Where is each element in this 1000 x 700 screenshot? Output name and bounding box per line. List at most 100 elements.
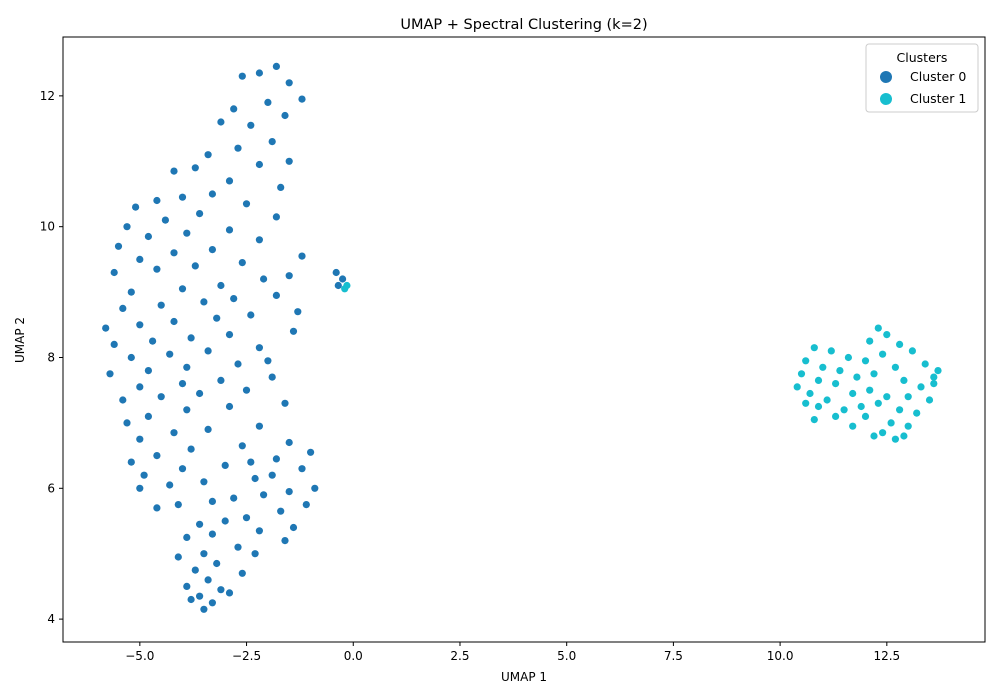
data-point — [887, 419, 895, 427]
legend-label-cluster-0: Cluster 0 — [910, 69, 966, 84]
data-point — [157, 301, 165, 309]
data-point — [896, 406, 904, 414]
data-point — [187, 334, 195, 342]
data-point — [106, 370, 114, 378]
data-point — [814, 402, 823, 411]
data-point — [119, 396, 127, 404]
data-point — [178, 285, 187, 293]
data-point — [230, 494, 238, 502]
data-point — [166, 350, 174, 358]
data-point — [123, 223, 131, 231]
data-point — [819, 363, 827, 371]
plot-area — [62, 36, 986, 643]
data-point — [196, 520, 204, 528]
data-point — [234, 543, 242, 551]
x-tick-label: 10.0 — [767, 649, 794, 663]
legend-marker-cluster-1 — [880, 93, 892, 105]
data-point — [879, 429, 887, 437]
data-point — [827, 347, 835, 355]
chart-title: UMAP + Spectral Clustering (k=2) — [400, 17, 647, 33]
data-point — [281, 399, 289, 407]
data-point — [294, 308, 302, 316]
data-point — [285, 488, 293, 496]
data-point — [225, 589, 234, 597]
y-tick-label: 8 — [47, 350, 55, 364]
data-point — [255, 160, 263, 169]
data-point — [110, 340, 118, 348]
data-point — [272, 62, 280, 70]
data-point — [251, 550, 259, 558]
data-point — [802, 357, 810, 365]
data-point — [874, 399, 882, 407]
data-point — [281, 537, 289, 545]
data-point — [870, 432, 878, 440]
plot-frame — [62, 36, 986, 643]
data-point — [230, 105, 238, 113]
data-point — [302, 501, 310, 509]
data-point — [879, 350, 887, 358]
data-point — [255, 69, 263, 77]
data-point — [832, 380, 840, 388]
data-point — [921, 360, 929, 368]
series-cluster-0 — [102, 62, 347, 613]
data-point — [225, 177, 234, 185]
legend-box — [865, 43, 979, 113]
data-point — [255, 344, 263, 352]
x-axis-label: UMAP 1 — [501, 670, 547, 684]
data-point — [217, 376, 225, 384]
data-point — [247, 458, 255, 466]
data-point — [183, 363, 191, 371]
data-point — [127, 353, 135, 362]
data-point — [934, 367, 942, 375]
data-point — [170, 249, 178, 257]
data-point — [260, 491, 268, 499]
data-point — [247, 311, 255, 319]
data-point — [891, 435, 900, 443]
data-point — [183, 533, 191, 542]
series-cluster-1 — [341, 281, 942, 443]
data-point — [870, 370, 878, 378]
data-point — [136, 255, 144, 263]
data-point — [891, 363, 900, 371]
data-point — [277, 507, 285, 515]
data-point — [298, 95, 306, 103]
data-point — [136, 321, 144, 329]
data-point — [204, 576, 212, 584]
data-point — [217, 586, 225, 594]
data-point — [866, 337, 874, 345]
data-point — [178, 193, 187, 201]
data-point — [200, 550, 208, 558]
data-point — [238, 442, 246, 450]
data-point — [166, 481, 174, 489]
y-tick-label: 4 — [47, 612, 55, 626]
legend: Clusters Cluster 0 Cluster 1 — [865, 43, 979, 113]
data-point — [272, 213, 280, 221]
data-point — [136, 383, 144, 391]
data-point — [170, 429, 178, 437]
data-point — [268, 471, 276, 479]
data-point — [196, 389, 204, 398]
data-point — [230, 295, 238, 303]
data-point — [132, 203, 140, 211]
data-point — [343, 281, 351, 290]
data-point — [334, 281, 342, 290]
x-tick-label: −5.0 — [125, 649, 154, 663]
data-point — [114, 242, 123, 250]
y-tick-label: 12 — [40, 89, 55, 103]
data-point — [339, 275, 347, 283]
data-point — [285, 79, 293, 87]
data-point — [289, 523, 298, 532]
data-point — [200, 605, 208, 613]
data-point — [183, 406, 191, 414]
data-point — [136, 435, 144, 443]
y-tick-label: 6 — [47, 481, 55, 495]
data-point — [187, 595, 195, 604]
x-tick-label: 7.5 — [664, 649, 683, 663]
data-point — [174, 501, 182, 509]
data-point — [225, 402, 234, 411]
data-point — [213, 559, 221, 568]
data-point — [204, 347, 212, 355]
data-point — [225, 331, 234, 339]
data-point — [793, 383, 801, 391]
data-point — [814, 376, 823, 384]
